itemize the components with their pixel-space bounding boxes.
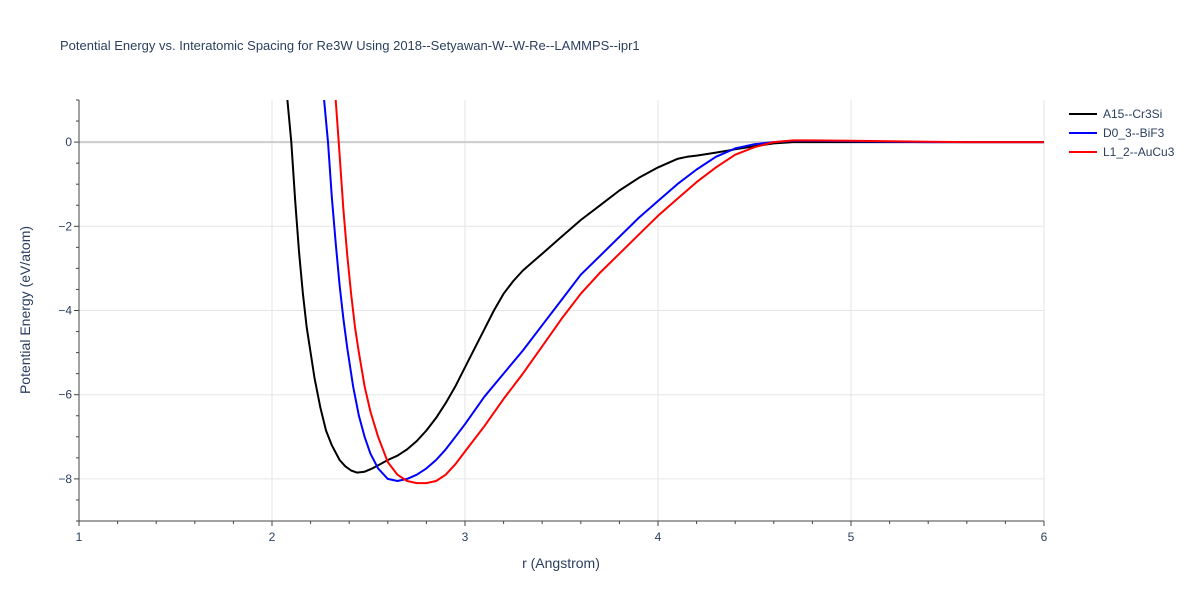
legend-item[interactable]: A15--Cr3Si	[1069, 107, 1162, 121]
chart-title: Potential Energy vs. Interatomic Spacing…	[60, 38, 640, 53]
y-tick-label: −6	[58, 388, 72, 402]
tick-labels: 1 2 3 4 5 6 0 −2 −4 −6 −8	[58, 135, 1047, 544]
legend-label: A15--Cr3Si	[1103, 107, 1162, 121]
series-line	[286, 100, 1044, 474]
x-axis-title: r (Angstrom)	[522, 555, 600, 571]
series-layer	[286, 100, 1044, 485]
y-tick-label: −8	[58, 472, 72, 486]
legend-label: D0_3--BiF3	[1103, 126, 1165, 140]
x-tick-label: 2	[269, 530, 276, 544]
y-axis-title: Potential Energy (eV/atom)	[17, 226, 33, 394]
x-tick-label: 1	[76, 530, 83, 544]
legend-item[interactable]: D0_3--BiF3	[1069, 126, 1165, 140]
y-tick-label: 0	[65, 135, 72, 149]
y-tick-label: −2	[58, 219, 72, 233]
y-tick-label: −4	[58, 304, 72, 318]
x-tick-label: 6	[1041, 530, 1048, 544]
axes	[74, 99, 1045, 526]
x-tick-label: 5	[848, 530, 855, 544]
x-tick-label: 4	[655, 530, 662, 544]
legend[interactable]: A15--Cr3Si D0_3--BiF3 L1_2--AuCu3	[1069, 107, 1175, 159]
x-tick-label: 3	[462, 530, 469, 544]
legend-label: L1_2--AuCu3	[1103, 145, 1175, 159]
legend-item[interactable]: L1_2--AuCu3	[1069, 145, 1175, 159]
series-line	[334, 100, 1044, 485]
